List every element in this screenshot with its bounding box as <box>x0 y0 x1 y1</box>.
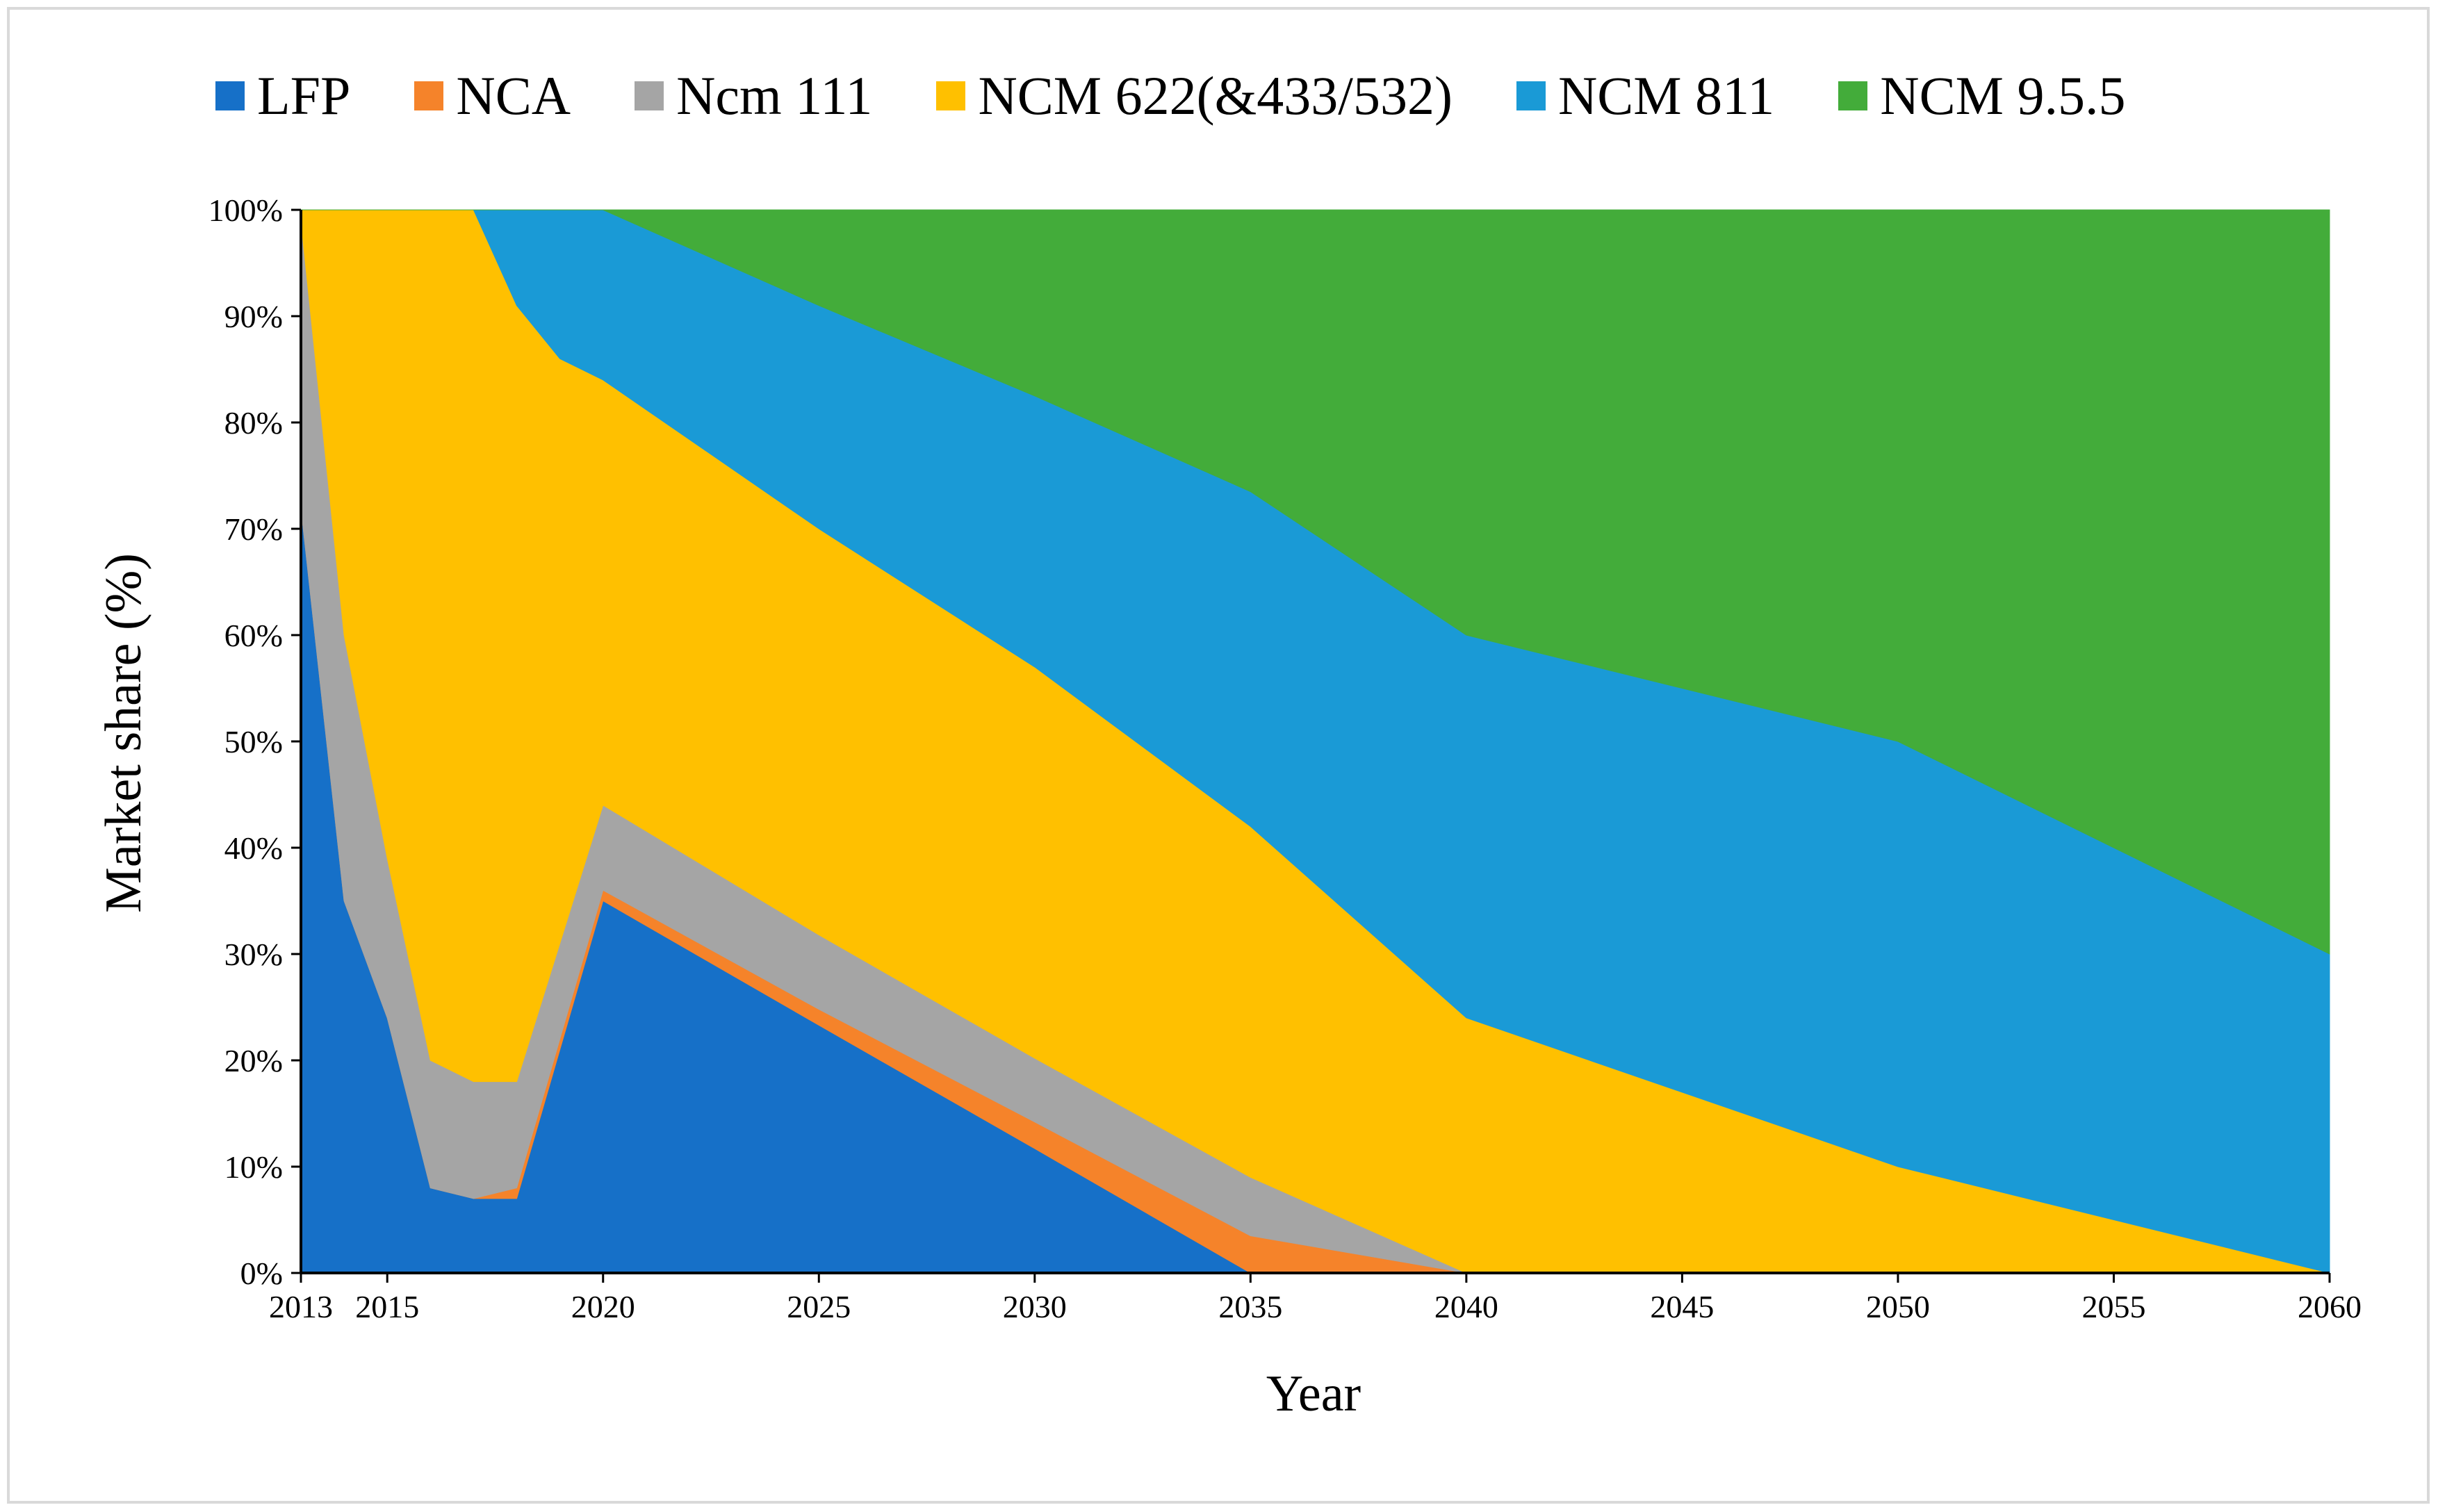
y-tick-label: 80% <box>224 405 283 441</box>
legend-swatch <box>936 81 966 110</box>
legend-swatch <box>1838 81 1868 110</box>
y-tick-label: 100% <box>208 192 283 228</box>
legend-item-1: NCA <box>414 65 571 127</box>
legend-label: NCM 622(&433/532) <box>978 65 1453 126</box>
x-axis-label: Year <box>1266 1365 1361 1422</box>
y-tick-label: 30% <box>224 937 283 972</box>
legend-label: NCM 9.5.5 <box>1880 65 2126 126</box>
x-tick-label: 2015 <box>355 1289 419 1324</box>
x-tick-label: 2035 <box>1218 1289 1282 1324</box>
legend-item-0: LFP <box>215 65 350 127</box>
x-tick-label: 2045 <box>1650 1289 1714 1324</box>
area-series-ncm-9-5-5 <box>301 209 2330 955</box>
x-tick-label: 2013 <box>269 1289 333 1324</box>
legend-item-2: Ncm 111 <box>635 65 872 127</box>
legend-item-3: NCM 622(&433/532) <box>936 65 1453 127</box>
chart-legend: LFP NCA Ncm 111 NCM 622(&433/532) NCM 811 NCM… <box>215 61 2125 131</box>
plot-areas <box>300 209 2330 1274</box>
y-tick-label: 0% <box>240 1256 283 1291</box>
legend-item-5: NCM 9.5.5 <box>1838 65 2125 127</box>
x-tick-label: 2020 <box>571 1289 635 1324</box>
x-tick-label: 2030 <box>1003 1289 1067 1324</box>
y-tick-label: 10% <box>224 1149 283 1185</box>
legend-label: LFP <box>257 65 351 126</box>
y-tick-label: 60% <box>224 618 283 653</box>
x-tick-label: 2040 <box>1434 1289 1498 1324</box>
y-tick-label: 20% <box>224 1043 283 1078</box>
x-tick-labels: 2013 2015 2020 2025 2030 2035 2040 2045 2050 2055… <box>269 1273 2362 1324</box>
legend-label: NCA <box>456 65 571 126</box>
legend-item-4: NCM 811 <box>1516 65 1774 127</box>
legend-swatch <box>414 81 444 110</box>
legend-label: Ncm 111 <box>676 65 873 126</box>
y-tick-label: 70% <box>224 511 283 547</box>
y-axis-label: Market share (%) <box>95 553 152 913</box>
y-tick-label: 40% <box>224 830 283 866</box>
y-tick-label: 90% <box>224 299 283 334</box>
legend-swatch <box>635 81 664 110</box>
legend-swatch <box>1516 81 1546 110</box>
y-tick-label: 50% <box>224 724 283 759</box>
legend-swatch <box>215 81 245 110</box>
x-tick-label: 2055 <box>2081 1289 2145 1324</box>
y-tick-labels: 0% 10% 20% 30% 40% 50% 60% 70% 80% 90% 100% <box>208 192 301 1291</box>
legend-label: NCM 811 <box>1557 65 1775 126</box>
x-tick-label: 2060 <box>2298 1289 2362 1324</box>
x-tick-label: 2025 <box>787 1289 851 1324</box>
x-tick-label: 2050 <box>1866 1289 1930 1324</box>
